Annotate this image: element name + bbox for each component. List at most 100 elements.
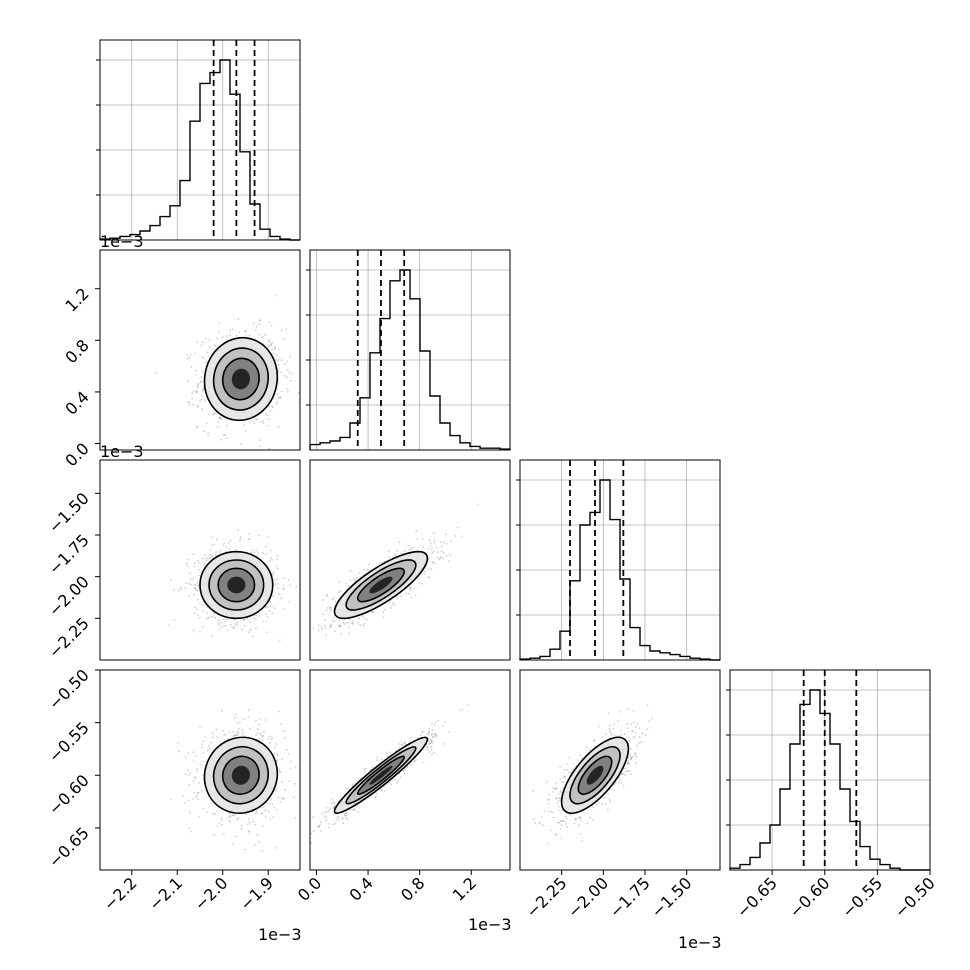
scatter-point: [237, 817, 240, 819]
scatter-point: [383, 789, 386, 792]
scatter-point: [303, 378, 305, 380]
scatter-point: [629, 747, 632, 750]
scatter-point: [573, 822, 576, 825]
scatter-point: [371, 610, 374, 613]
scatter-point: [265, 546, 267, 548]
scatter-point: [196, 404, 199, 407]
scatter-point: [193, 586, 195, 589]
scatter-point: [621, 773, 623, 775]
scatter-point: [610, 734, 613, 736]
scatter-point: [263, 730, 266, 733]
scatter-point: [340, 632, 343, 635]
scatter-point: [215, 728, 218, 731]
scatter-point: [398, 746, 401, 749]
scatter-point: [197, 584, 200, 587]
scatter-point: [428, 742, 431, 745]
scatter-point: [398, 541, 401, 544]
scatter-point: [234, 623, 236, 625]
scatter-point: [347, 788, 350, 791]
scatter-point: [266, 414, 269, 417]
scatter-point: [178, 750, 180, 753]
scatter-point: [271, 612, 274, 614]
scatter-point: [192, 390, 195, 392]
scatter-point: [426, 746, 429, 749]
scatter-point: [323, 815, 326, 817]
scatter-point: [267, 340, 270, 343]
scatter-point: [244, 429, 247, 432]
scatter-point: [258, 717, 261, 720]
scatter-point: [270, 344, 272, 346]
scatter-point: [312, 627, 315, 630]
scatter-point: [338, 591, 341, 593]
scatter-point: [444, 721, 447, 723]
scatter-point: [421, 730, 424, 733]
scatter-point: [284, 737, 287, 740]
scatter-point: [343, 814, 346, 816]
scatter-point: [220, 438, 223, 441]
scatter-point: [428, 751, 430, 753]
scatter-point: [432, 550, 435, 553]
scatter-point: [213, 813, 216, 816]
scatter-point: [412, 546, 414, 549]
scatter-point: [334, 805, 336, 807]
scatter-point: [410, 736, 413, 739]
scatter-point: [217, 622, 220, 624]
scatter-point: [209, 556, 212, 558]
scatter-point: [338, 818, 341, 821]
scatter-point: [268, 559, 271, 562]
scatter-point: [433, 539, 436, 542]
scatter-point: [188, 404, 191, 406]
scatter-point: [327, 809, 330, 812]
scatter-point: [279, 801, 282, 804]
scatter-point: [192, 751, 195, 754]
scatter-point: [564, 823, 567, 825]
scatter-point: [253, 551, 256, 554]
scatter-point: [283, 798, 285, 800]
scatter-point: [225, 437, 228, 440]
scatter-point: [413, 760, 416, 763]
scatter-point: [351, 783, 354, 786]
scatter-point: [580, 819, 582, 822]
scatter-point: [264, 719, 267, 721]
scatter-point: [191, 392, 194, 394]
scatter-point: [634, 732, 637, 735]
scatter-point: [344, 816, 347, 819]
scatter-point: [231, 814, 234, 816]
scatter-point: [168, 624, 171, 627]
scatter-point: [343, 813, 346, 815]
scatter-point: [280, 597, 282, 600]
scatter-point: [416, 537, 419, 540]
scatter-point: [210, 544, 213, 547]
scatter-point: [356, 811, 359, 814]
scatter-point: [240, 827, 243, 830]
scatter-point: [197, 561, 200, 564]
scatter-point: [608, 724, 611, 727]
scatter-point: [200, 380, 202, 383]
scatter-point: [337, 625, 340, 628]
scatter-point: [277, 358, 280, 361]
scatter-point: [549, 829, 552, 832]
scatter-point: [196, 426, 199, 429]
scatter-point: [547, 842, 550, 845]
scatter-point: [235, 732, 238, 735]
scatter-point: [422, 546, 425, 548]
scatter-point: [273, 579, 276, 582]
scatter-point: [288, 584, 291, 587]
scatter-point: [211, 556, 214, 559]
scatter-point: [184, 582, 187, 585]
scatter-point: [351, 622, 354, 625]
scatter-point: [333, 802, 336, 804]
scatter-point: [432, 561, 435, 564]
scatter-point: [225, 550, 228, 553]
scatter-point: [219, 549, 222, 552]
scatter-point: [202, 388, 204, 390]
scatter-point: [557, 792, 560, 795]
scatter-point: [286, 387, 288, 390]
scatter-point: [564, 815, 567, 818]
scatter-point: [189, 583, 192, 586]
scatter-point: [222, 730, 224, 732]
scatter-point: [276, 558, 278, 560]
scatter-point: [292, 796, 295, 798]
scatter-point: [280, 723, 282, 726]
scatter-point: [563, 775, 566, 778]
